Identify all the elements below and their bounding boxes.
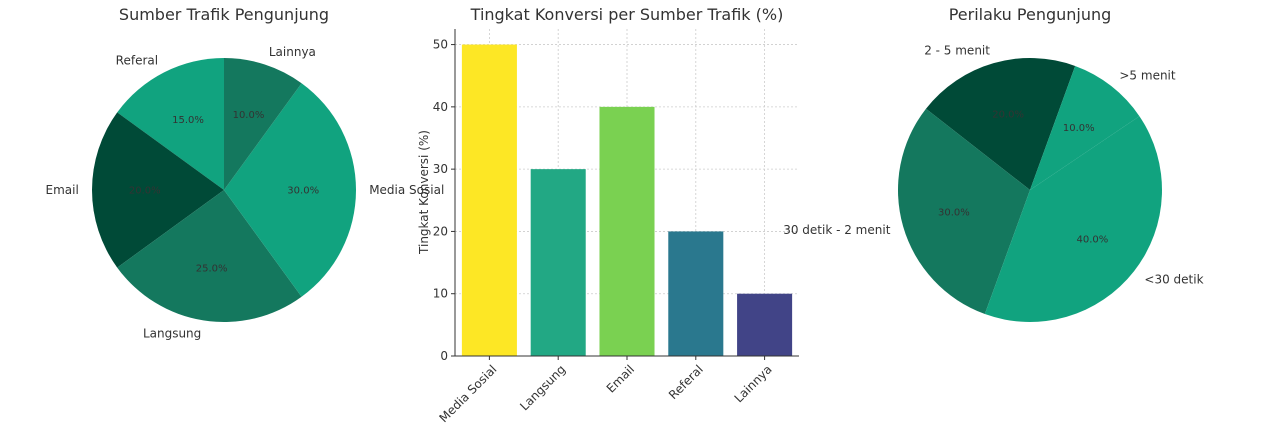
conversion-y-axis-label: Tingkat Konversi (%) <box>417 130 431 255</box>
behaviour-pie-slice-30-detik <box>984 116 1162 322</box>
traffic-pie-label-email: Email <box>46 183 79 197</box>
behaviour-pie-slice-2-5-menit <box>925 57 1076 191</box>
traffic-pie-label-referal: Referal <box>116 54 158 68</box>
behaviour-pie-pct-2-5-menit: 20.0% <box>992 109 1024 120</box>
bar-lainnya <box>737 293 793 356</box>
behaviour-pie-label-30-detik: <30 detik <box>1144 272 1203 286</box>
visitor-behaviour-pie-title: Perilaku Pengunjung <box>949 5 1112 24</box>
visitor-behaviour-pie-chart: Perilaku Pengunjung 2 - 5 menit 20.0% 30 d… <box>783 5 1204 322</box>
bar-ytick-label: 10 <box>433 287 448 301</box>
bar-xtick-label-media-sosial: Media Sosial <box>437 362 500 425</box>
traffic-pie-pct-langsung: 25.0% <box>196 264 228 275</box>
bar-email <box>599 106 655 356</box>
traffic-source-pie-chart: Sumber Trafik Pengunjung Referal 15.0% Ema… <box>46 5 445 340</box>
traffic-pie-label-media-sosial: Media Sosial <box>369 183 444 197</box>
conversion-bar-title: Tingkat Konversi per Sumber Trafik (%) <box>470 5 784 24</box>
bar-xtick-label-langsung: Langsung <box>517 362 568 413</box>
traffic-pie-slice-email <box>91 112 224 268</box>
traffic-pie-pct-email: 20.0% <box>129 186 161 197</box>
behaviour-pie-slice-30-detik-2-menit <box>897 108 1030 315</box>
bar-ytick-label: 40 <box>433 100 448 114</box>
traffic-pie-slice-lainnya <box>224 58 302 190</box>
traffic-pie-pct-referal: 15.0% <box>172 115 204 126</box>
behaviour-pie-label-2-5-menit: 2 - 5 menit <box>924 43 990 57</box>
behaviour-pie-pct-5-menit: 10.0% <box>1063 123 1095 134</box>
traffic-pie-slice-langsung <box>117 190 302 323</box>
behaviour-pie-slice-5-menit <box>1030 65 1140 190</box>
behaviour-pie-label-5-menit: >5 menit <box>1119 69 1176 83</box>
traffic-pie-slice-referal <box>117 58 224 190</box>
bar-xtick-label-lainnya: Lainnya <box>732 362 775 405</box>
traffic-source-pie-title: Sumber Trafik Pengunjung <box>119 5 329 24</box>
bar-ytick-label: 20 <box>433 224 448 238</box>
traffic-pie-slice-media-sosial <box>224 83 357 297</box>
conversion-bar-chart: Tingkat Konversi per Sumber Trafik (%) 0… <box>417 5 799 425</box>
traffic-pie-label-langsung: Langsung <box>143 326 201 340</box>
bar-xtick-label-referal: Referal <box>666 362 706 402</box>
behaviour-pie-pct-30-detik: 40.0% <box>1077 234 1109 245</box>
bar-referal <box>668 231 724 356</box>
behaviour-pie-pct-30-detik-2-menit: 30.0% <box>938 207 970 218</box>
traffic-pie-pct-lainnya: 10.0% <box>233 110 265 121</box>
bar-langsung <box>530 169 586 356</box>
bar-ytick-label: 50 <box>433 38 448 52</box>
bar-ytick-label: 0 <box>440 349 448 363</box>
bar-ytick-label: 30 <box>433 162 448 176</box>
traffic-pie-pct-media-sosial: 30.0% <box>287 186 319 197</box>
bar-xtick-label-email: Email <box>604 362 637 395</box>
traffic-pie-label-lainnya: Lainnya <box>269 45 316 59</box>
bar-media-sosial <box>461 44 517 356</box>
behaviour-pie-label-30-detik-2-menit: 30 detik - 2 menit <box>783 223 890 237</box>
